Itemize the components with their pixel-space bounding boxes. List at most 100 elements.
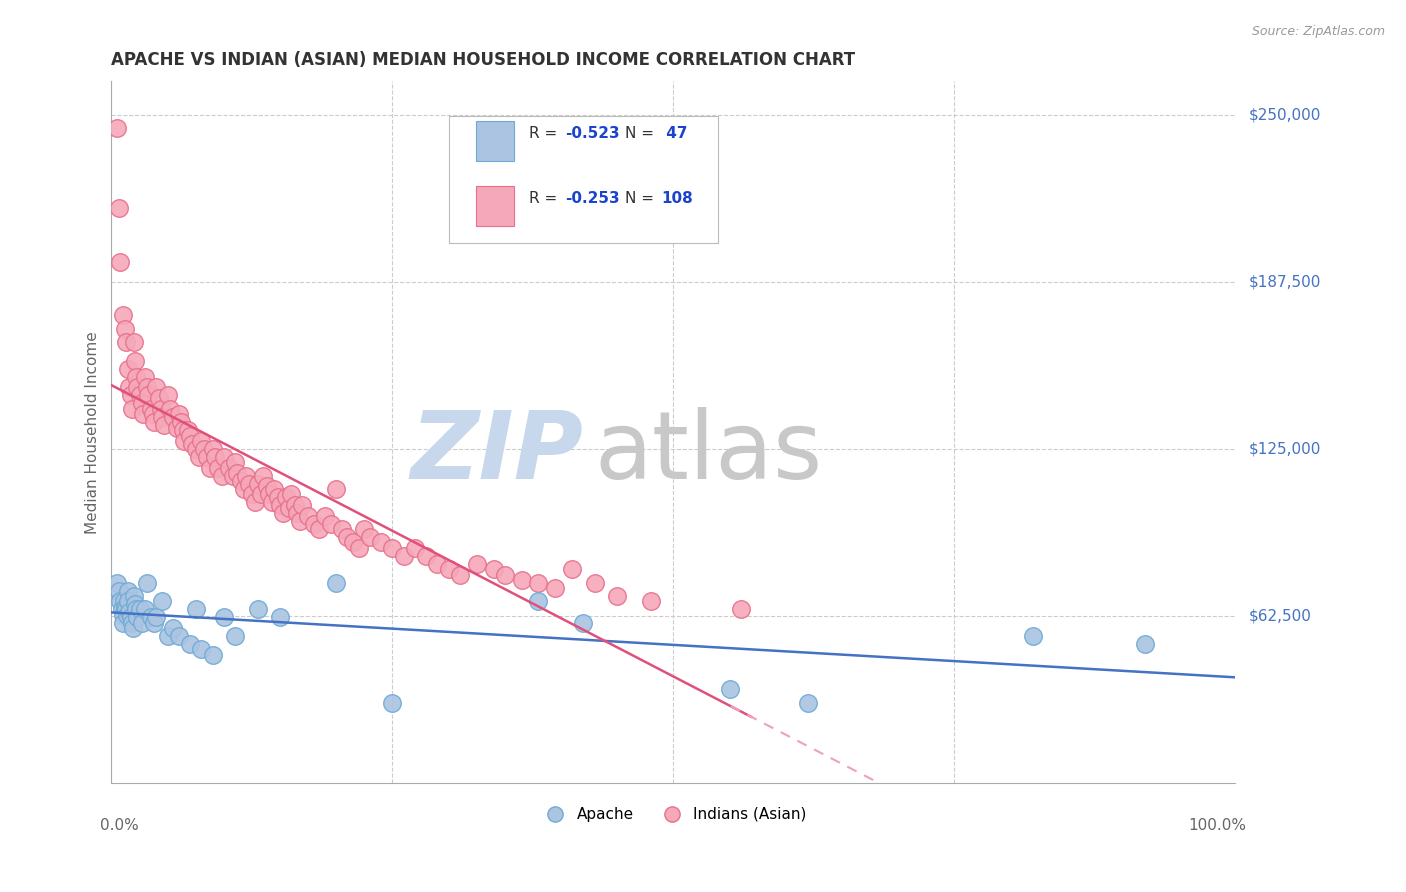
Point [121, 621, 143, 635]
Point [115, 334, 138, 349]
Text: $187,500: $187,500 [1249, 275, 1322, 289]
Point [262, 495, 284, 509]
Point [527, 575, 550, 590]
Point [240, 487, 263, 501]
Point [111, 615, 134, 630]
Point [108, 583, 131, 598]
Point [145, 380, 167, 394]
Point [224, 629, 246, 643]
Point [730, 602, 752, 616]
Point [718, 682, 741, 697]
Point [222, 468, 245, 483]
Point [572, 615, 595, 630]
Text: ZIP: ZIP [411, 408, 583, 500]
Point [143, 415, 166, 429]
Point [212, 450, 235, 464]
Point [121, 615, 143, 630]
Point [118, 380, 141, 394]
Point [229, 474, 252, 488]
Point [404, 541, 426, 555]
Point [257, 487, 280, 501]
Point [246, 602, 269, 616]
Point [179, 428, 201, 442]
Point [115, 607, 138, 622]
Point [482, 562, 505, 576]
Point [111, 607, 134, 622]
Point [190, 434, 212, 448]
Point [269, 610, 291, 624]
Point [640, 594, 662, 608]
Point [359, 530, 381, 544]
Point [131, 396, 153, 410]
Point [426, 557, 449, 571]
Point [207, 460, 229, 475]
Point [114, 599, 136, 614]
Point [274, 490, 297, 504]
Point [308, 522, 330, 536]
Point [148, 391, 170, 405]
Point [510, 573, 533, 587]
Point [125, 369, 148, 384]
Point [211, 468, 233, 483]
Point [122, 334, 145, 349]
Point [145, 610, 167, 624]
Point [138, 388, 160, 402]
Point [583, 575, 606, 590]
Point [159, 401, 181, 416]
Point [314, 508, 336, 523]
Point [131, 615, 153, 630]
Point [122, 589, 145, 603]
Text: 100.0%: 100.0% [1188, 818, 1247, 833]
Y-axis label: Median Household Income: Median Household Income [86, 331, 100, 533]
Text: atlas: atlas [595, 408, 823, 500]
Point [156, 629, 179, 643]
Point [544, 581, 567, 595]
Point [139, 401, 162, 416]
Point [184, 442, 207, 456]
Text: R =: R = [530, 126, 562, 141]
Point [204, 450, 226, 464]
Point [114, 321, 136, 335]
Text: $125,000: $125,000 [1249, 442, 1322, 457]
Text: Source: ZipAtlas.com: Source: ZipAtlas.com [1251, 25, 1385, 38]
Point [278, 500, 301, 515]
Point [347, 541, 370, 555]
Point [173, 434, 195, 448]
Point [235, 468, 257, 483]
Point [143, 615, 166, 630]
Point [134, 602, 156, 616]
Point [370, 535, 392, 549]
Point [325, 482, 347, 496]
Point [167, 407, 190, 421]
Point [105, 575, 128, 590]
Point [330, 522, 353, 536]
Point [108, 202, 131, 216]
Text: N =: N = [626, 192, 659, 206]
FancyBboxPatch shape [475, 120, 513, 161]
Point [195, 450, 218, 464]
Point [190, 642, 212, 657]
Point [177, 423, 200, 437]
Point [115, 602, 138, 616]
Point [465, 557, 488, 571]
Point [117, 594, 139, 608]
Point [117, 361, 139, 376]
Point [201, 648, 224, 662]
Point [166, 420, 188, 434]
Text: 0.0%: 0.0% [100, 818, 139, 833]
Point [238, 476, 260, 491]
Point [110, 254, 132, 268]
Point [188, 450, 211, 464]
Point [172, 423, 194, 437]
Point [267, 490, 290, 504]
Point [181, 436, 204, 450]
Point [381, 541, 404, 555]
Point [561, 562, 583, 576]
Point [437, 562, 460, 576]
Text: R =: R = [530, 192, 562, 206]
Point [139, 610, 162, 624]
Point [111, 308, 134, 322]
Point [606, 589, 628, 603]
Point [170, 415, 193, 429]
Point [167, 629, 190, 643]
